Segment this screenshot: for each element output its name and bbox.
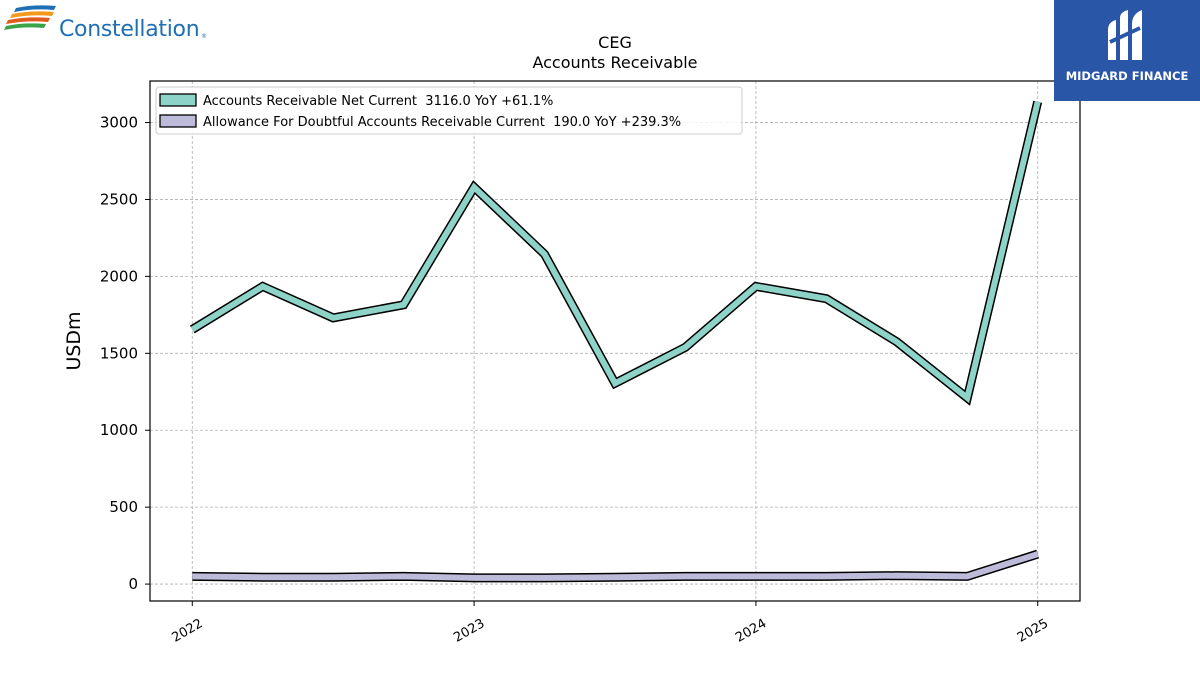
legend: Accounts Receivable Net Current 3116.0 Y…: [155, 86, 743, 135]
y-tick-label: 1000: [100, 421, 138, 439]
series-line-1: [192, 551, 1039, 581]
y-axis-label: USDm: [63, 311, 85, 370]
x-axis-ticks: 2022 2023 2024 2025: [169, 601, 1051, 646]
series-layer: [189, 100, 1043, 583]
x-tick-label: 2023: [451, 616, 487, 646]
legend-swatch-ar-net: [159, 93, 197, 107]
y-tick-label: 2000: [100, 267, 138, 285]
chart-subtitle: Accounts Receivable: [532, 53, 697, 72]
y-tick-label: 500: [109, 498, 138, 516]
midgard-finance-logo: MIDGARD FINANCE: [1054, 0, 1200, 101]
constellation-wordmark: Constellation: [59, 17, 200, 42]
legend-swatch-allowance: [159, 114, 197, 128]
x-tick-label: 2024: [733, 616, 769, 646]
x-tick-label: 2022: [169, 616, 205, 646]
midgard-wordmark: MIDGARD FINANCE: [1065, 69, 1189, 83]
y-axis-ticks: 0 500 1000 1500 2000 2500 3000: [100, 114, 150, 593]
legend-label-allowance: Allowance For Doubtful Accounts Receivab…: [203, 115, 681, 130]
series-line-0: [190, 101, 1041, 404]
chart-title: CEG: [598, 33, 632, 52]
midgard-emblem-icon: [1108, 10, 1142, 60]
x-tick-label: 2025: [1015, 616, 1051, 646]
constellation-swoosh-icon: [4, 5, 56, 30]
legend-label-ar-net: Accounts Receivable Net Current 3116.0 Y…: [203, 94, 553, 109]
legend-box: [155, 86, 743, 135]
y-tick-label: 1500: [100, 344, 138, 362]
y-tick-label: 3000: [100, 114, 138, 132]
grid-lines: [150, 81, 1080, 601]
y-tick-label: 2500: [100, 190, 138, 208]
plot-frame: [149, 80, 1081, 602]
y-tick-label: 0: [128, 575, 138, 593]
trademark-mark: ®: [201, 33, 207, 40]
constellation-logo: Constellation ®: [4, 4, 214, 44]
